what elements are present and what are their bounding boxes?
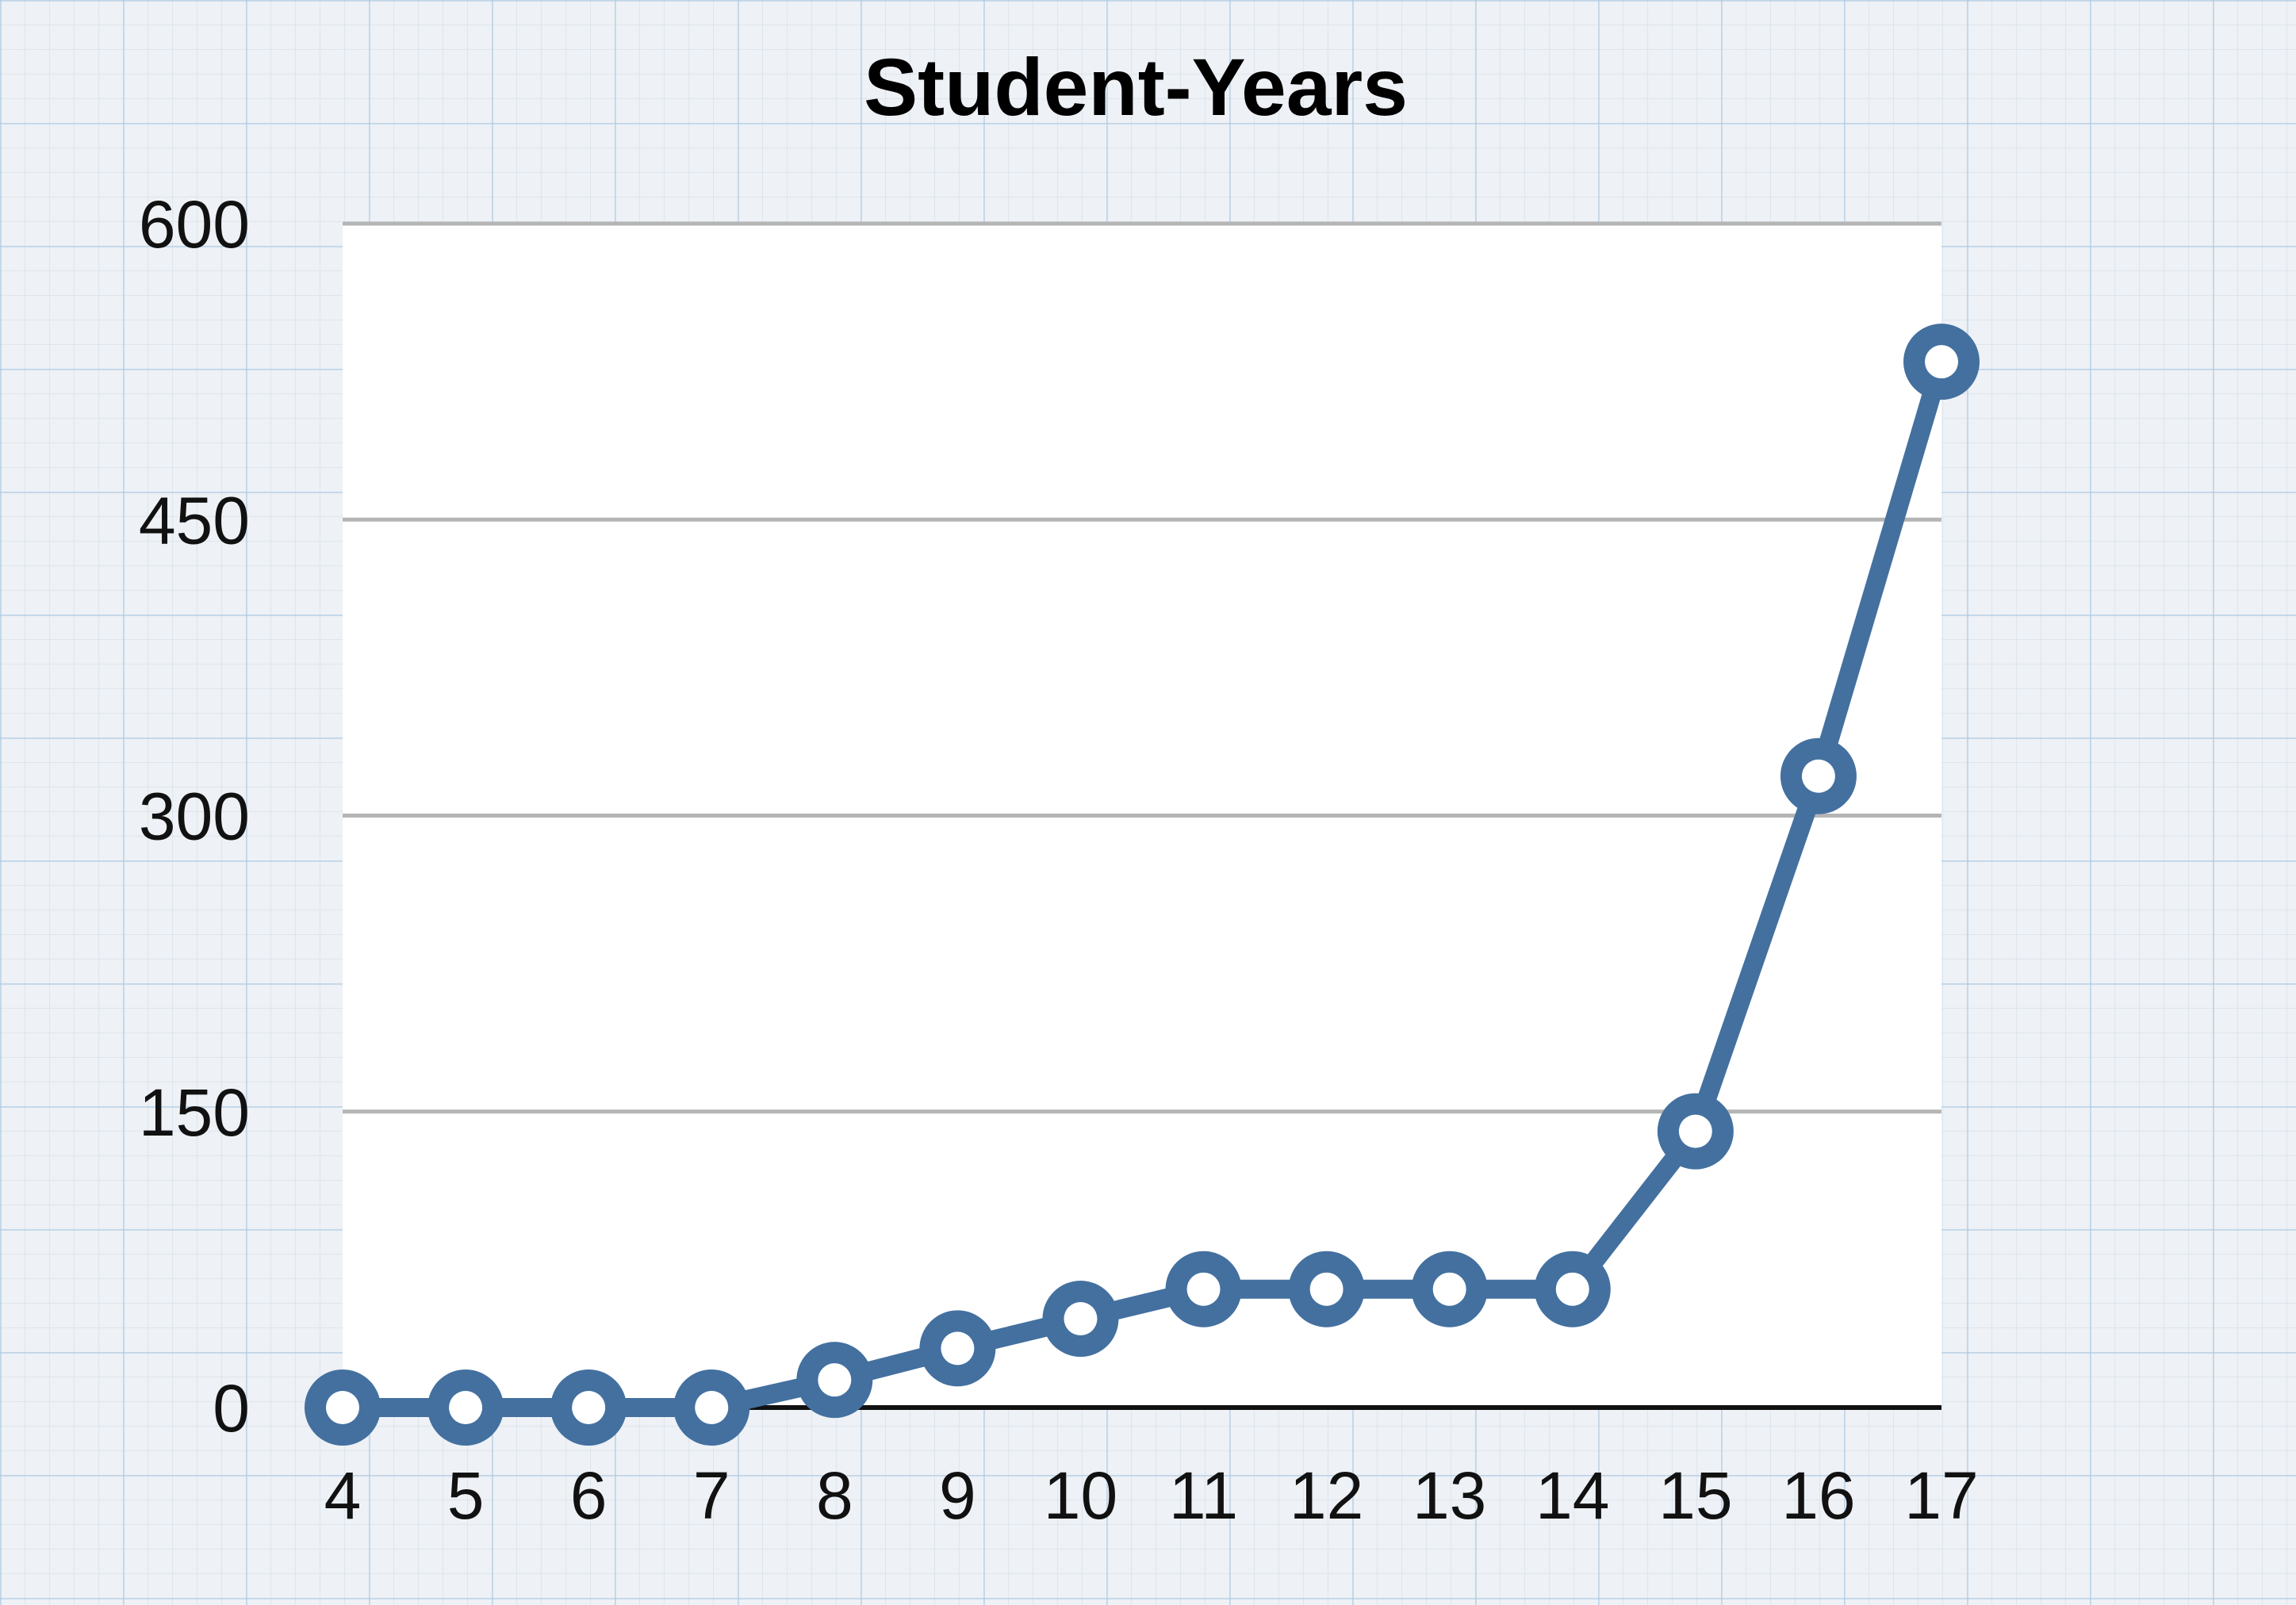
y-axis-tick-labels: 0 150 300 450 600 — [139, 187, 250, 1446]
x-tick-label: 17 — [1904, 1458, 1978, 1533]
data-point-center — [572, 1391, 606, 1424]
y-tick-label: 300 — [139, 780, 250, 854]
x-tick-label: 11 — [1169, 1458, 1238, 1533]
data-point-center — [1432, 1272, 1466, 1306]
data-point-center — [449, 1391, 483, 1424]
x-tick-label: 14 — [1535, 1458, 1609, 1533]
data-point-center — [326, 1391, 359, 1424]
x-tick-label: 10 — [1044, 1458, 1117, 1533]
series-layer — [305, 324, 1980, 1446]
x-tick-label: 5 — [447, 1458, 485, 1533]
data-point-center — [1925, 345, 1958, 379]
data-point-center — [1555, 1272, 1589, 1306]
y-tick-label: 0 — [213, 1371, 250, 1446]
x-tick-label: 7 — [693, 1458, 730, 1533]
data-point-center — [1801, 759, 1835, 793]
x-axis-tick-labels: 4 5 6 7 8 9 10 11 12 13 14 15 16 17 — [324, 1458, 1979, 1533]
data-point-center — [1309, 1272, 1343, 1306]
x-tick-label: 8 — [816, 1458, 853, 1533]
x-tick-label: 16 — [1781, 1458, 1855, 1533]
data-point-center — [1064, 1302, 1098, 1336]
data-point-center — [818, 1363, 852, 1397]
x-tick-label: 15 — [1658, 1458, 1732, 1533]
chart-title: Student-Years — [864, 42, 1408, 132]
x-tick-label: 9 — [939, 1458, 976, 1533]
y-tick-label: 150 — [139, 1075, 250, 1150]
x-tick-label: 13 — [1412, 1458, 1486, 1533]
y-tick-label: 450 — [139, 483, 250, 557]
data-point-center — [1186, 1272, 1221, 1306]
x-tick-label: 4 — [324, 1458, 362, 1533]
data-point-center — [695, 1391, 729, 1424]
data-point-center — [941, 1331, 975, 1366]
y-tick-label: 600 — [139, 187, 250, 262]
x-tick-label: 6 — [570, 1458, 608, 1533]
data-point-center — [1678, 1114, 1712, 1148]
x-tick-label: 12 — [1290, 1458, 1363, 1533]
